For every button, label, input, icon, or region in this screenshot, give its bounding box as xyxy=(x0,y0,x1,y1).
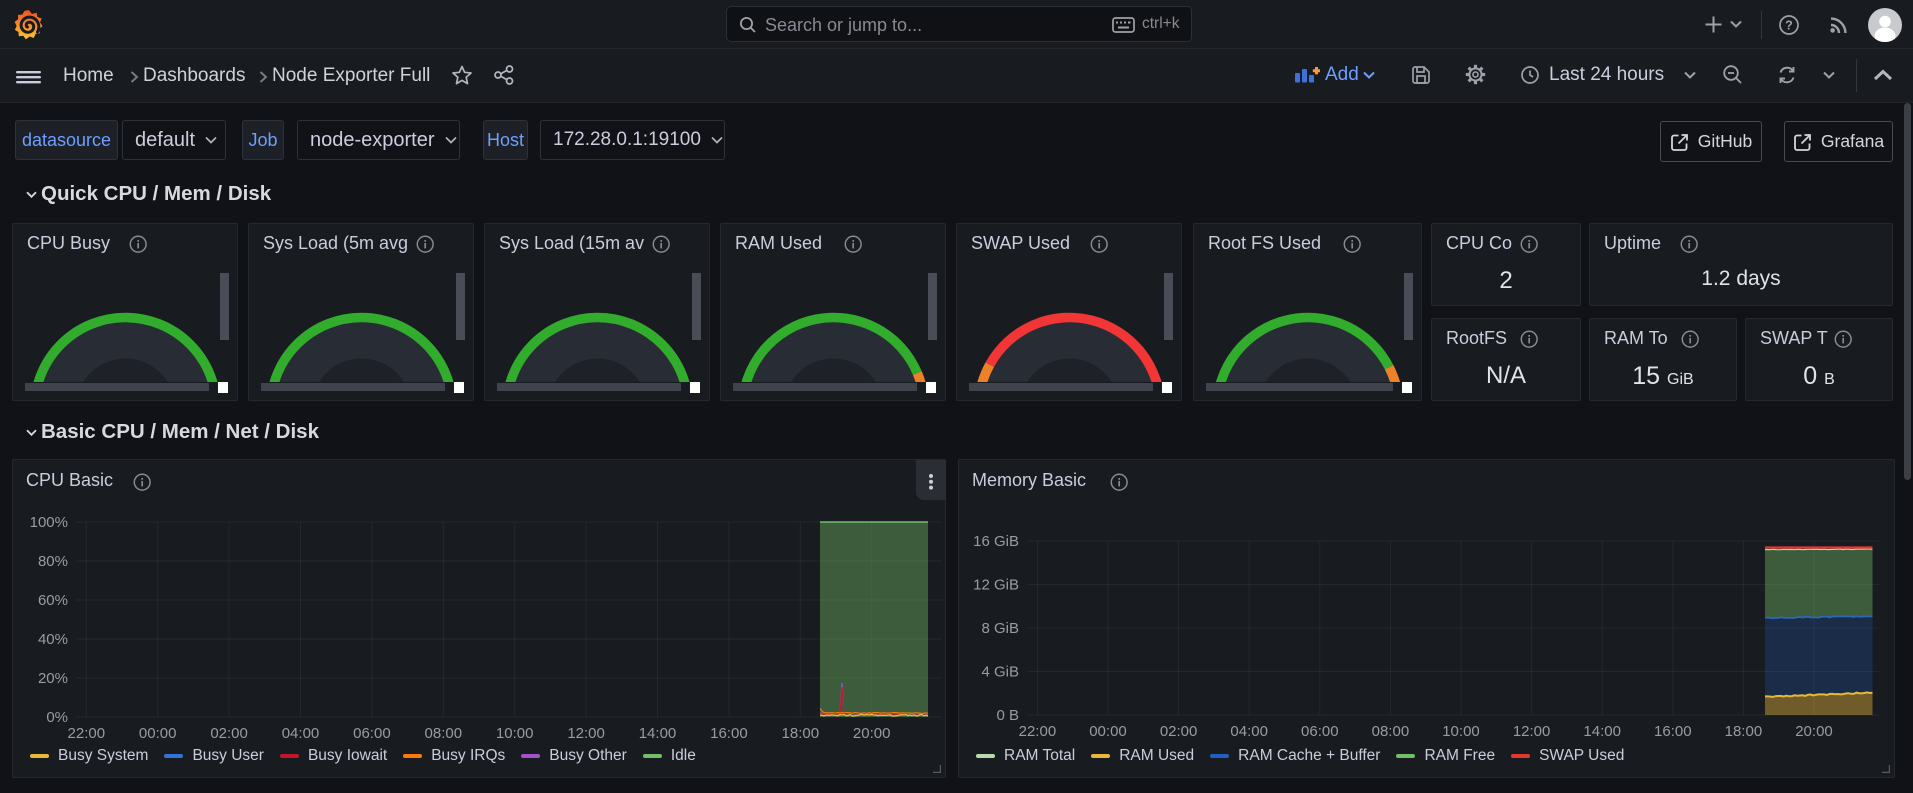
svg-text:0 B: 0 B xyxy=(996,707,1019,724)
svg-text:06:00: 06:00 xyxy=(353,725,391,742)
svg-text:40%: 40% xyxy=(38,631,68,648)
svg-text:80%: 80% xyxy=(38,553,68,570)
svg-text:22:00: 22:00 xyxy=(1019,723,1057,740)
svg-text:08:00: 08:00 xyxy=(1372,723,1410,740)
svg-text:06:00: 06:00 xyxy=(1301,723,1339,740)
svg-text:16:00: 16:00 xyxy=(1654,723,1692,740)
svg-text:10:00: 10:00 xyxy=(1442,723,1480,740)
svg-text:04:00: 04:00 xyxy=(1230,723,1268,740)
svg-text:08:00: 08:00 xyxy=(425,725,463,742)
svg-text:16:00: 16:00 xyxy=(710,725,748,742)
svg-text:02:00: 02:00 xyxy=(210,725,248,742)
svg-text:18:00: 18:00 xyxy=(1725,723,1763,740)
svg-text:12:00: 12:00 xyxy=(567,725,605,742)
svg-text:100%: 100% xyxy=(30,514,68,531)
svg-text:18:00: 18:00 xyxy=(782,725,820,742)
svg-text:00:00: 00:00 xyxy=(1089,723,1127,740)
svg-text:04:00: 04:00 xyxy=(282,725,320,742)
svg-text:20%: 20% xyxy=(38,670,68,687)
svg-text:8 GiB: 8 GiB xyxy=(981,620,1019,637)
svg-text:20:00: 20:00 xyxy=(1795,723,1833,740)
svg-text:12 GiB: 12 GiB xyxy=(973,577,1019,594)
svg-text:60%: 60% xyxy=(38,592,68,609)
svg-text:14:00: 14:00 xyxy=(1583,723,1621,740)
svg-text:14:00: 14:00 xyxy=(639,725,677,742)
svg-text:4 GiB: 4 GiB xyxy=(981,664,1019,681)
svg-text:?: ? xyxy=(1785,19,1793,33)
svg-text:10:00: 10:00 xyxy=(496,725,534,742)
svg-text:0%: 0% xyxy=(46,709,68,726)
svg-text:22:00: 22:00 xyxy=(68,725,106,742)
svg-text:20:00: 20:00 xyxy=(853,725,891,742)
svg-text:02:00: 02:00 xyxy=(1160,723,1198,740)
svg-text:16 GiB: 16 GiB xyxy=(973,533,1019,550)
svg-text:12:00: 12:00 xyxy=(1513,723,1551,740)
svg-text:00:00: 00:00 xyxy=(139,725,177,742)
